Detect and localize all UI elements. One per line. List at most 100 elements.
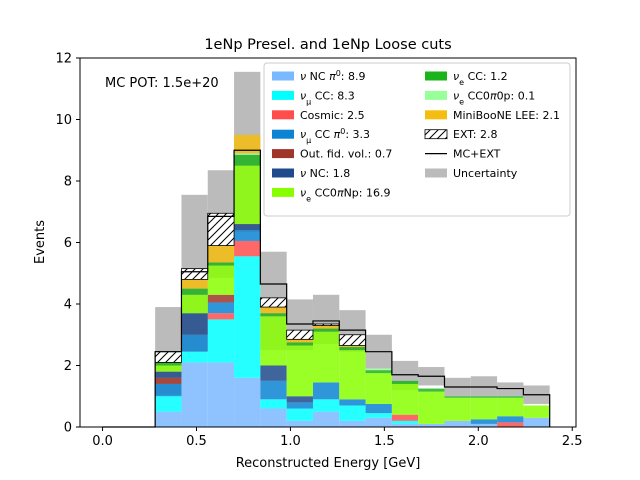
mc-plus-ext-line (102, 149, 551, 428)
legend-label: ν NC: 1.8 (300, 167, 350, 180)
bar-segment-1 (155, 396, 182, 412)
x-axis-ticks: 0.0 0.5 1.0 1.5 2.0 2.5 (92, 427, 583, 449)
y-tick-label: 2 (64, 359, 72, 374)
bar-segment-7 (470, 396, 498, 398)
bar-segment-3 (312, 382, 340, 400)
bar-segment-7 (312, 328, 340, 332)
y-tick-label: 12 (55, 52, 72, 67)
bar-segment-3 (365, 403, 392, 414)
bar-segment-6 (260, 316, 287, 366)
legend-label: MiniBooNE LEE: 2.1 (453, 109, 560, 122)
bar-segment-5 (155, 371, 182, 378)
bar-segment-5 (234, 224, 261, 231)
legend: ν NC π0: 8.9 νμ CC: 8.3 Cosmic: 2.5 νμ CC π… (263, 62, 571, 217)
bar-segment-7 (418, 388, 445, 392)
x-tick-label: 0.0 (92, 434, 113, 449)
bar-segment-10 (181, 268, 209, 280)
bar-segment-10 (312, 323, 340, 326)
legend-swatch (272, 110, 294, 120)
bar-segment-0 (312, 411, 340, 427)
bar-segment-6 (286, 345, 313, 397)
stacked-bars (154, 134, 550, 427)
bar-segment-6 (391, 383, 419, 415)
bar-segment-1 (234, 256, 261, 378)
bar-segment-0 (365, 417, 392, 427)
bar-segment-3 (260, 380, 287, 400)
chart-title: 1eNp Presel. and 1eNp Loose cuts (204, 37, 451, 53)
bar-segment-10 (259, 297, 288, 308)
legend-label: EXT: 2.8 (453, 128, 498, 141)
legend-swatch (272, 129, 294, 139)
bar-segment-0 (260, 408, 287, 427)
bar-segment-3 (497, 416, 524, 423)
bar-segment-7 (260, 313, 287, 317)
bar-segment-0 (391, 423, 419, 427)
legend-label: νμ CC π0: 3.3 (300, 127, 370, 145)
x-tick-label: 2.5 (562, 434, 583, 449)
bar-segment-0 (181, 362, 208, 427)
legend-label: ν NC π0: 8.9 (300, 69, 365, 84)
pot-annotation: MC POT: 1.5e+20 (105, 76, 219, 91)
legend-swatch (425, 90, 447, 100)
bar-segment-0 (470, 423, 498, 427)
bar-segment-10 (207, 212, 235, 246)
bar-segment-0 (286, 420, 313, 427)
bar-segment-6 (312, 331, 340, 383)
bar-segment-1 (207, 319, 235, 363)
bar-segment-0 (207, 362, 235, 427)
bar-segment-6 (523, 405, 550, 418)
bar-segment-3 (181, 334, 208, 352)
legend-swatch (272, 90, 294, 100)
bar-segment-6 (339, 350, 366, 400)
legend-label: MC+EXT (453, 148, 501, 161)
bar-segment-6 (470, 397, 498, 420)
x-axis-label: Reconstructed Energy [GeV] (236, 456, 421, 471)
bar-segment-8 (234, 153, 261, 155)
bar-segment-1 (365, 413, 392, 418)
legend-box (263, 62, 571, 217)
bar-segment-2 (207, 313, 235, 320)
y-tick-label: 0 (64, 421, 72, 436)
bar-segment-7 (497, 396, 524, 398)
x-tick-label: 0.5 (186, 434, 207, 449)
bar-segment-5 (260, 365, 287, 381)
legend-label: Uncertainty (453, 167, 518, 180)
bar-segment-5 (181, 313, 208, 335)
bar-segment-9 (207, 245, 235, 263)
bar-segment-6 (181, 294, 208, 314)
bar-segment-2 (234, 240, 261, 257)
bar-segment-9 (312, 325, 340, 329)
y-axis-ticks: 0 2 4 6 8 10 12 (55, 52, 80, 436)
x-tick-label: 1.5 (374, 434, 395, 449)
bar-segment-0 (444, 420, 471, 427)
bar-segment-10 (286, 329, 314, 340)
y-tick-label: 4 (64, 298, 72, 313)
bar-segment-6 (207, 265, 235, 295)
bar-segment-6 (234, 165, 261, 225)
bar-segment-1 (339, 405, 366, 421)
bar-segment-6 (444, 397, 471, 421)
legend-swatch (272, 187, 294, 197)
bar-segment-1 (181, 351, 208, 363)
bar-segment-10 (338, 334, 366, 346)
bar-segment-6 (418, 391, 445, 424)
bar-segment-7 (339, 347, 366, 351)
bar-segment-4 (155, 377, 182, 384)
bar-segment-3 (286, 402, 313, 409)
legend-swatch (272, 149, 294, 159)
bar-segment-1 (260, 399, 287, 409)
legend-swatch (424, 129, 448, 140)
bar-segment-9 (339, 345, 366, 348)
y-tick-label: 6 (64, 236, 72, 251)
legend-swatch (425, 168, 447, 178)
bar-segment-7 (234, 154, 261, 166)
x-tick-label: 1.0 (280, 434, 301, 449)
bar-segment-1 (391, 420, 419, 424)
bar-segment-0 (523, 417, 550, 427)
bar-segment-0 (418, 423, 445, 427)
y-axis-label: Events (33, 220, 48, 264)
bar-segment-2 (497, 422, 524, 427)
bar-segment-6 (155, 365, 182, 372)
uncertainty-bin (470, 376, 498, 397)
